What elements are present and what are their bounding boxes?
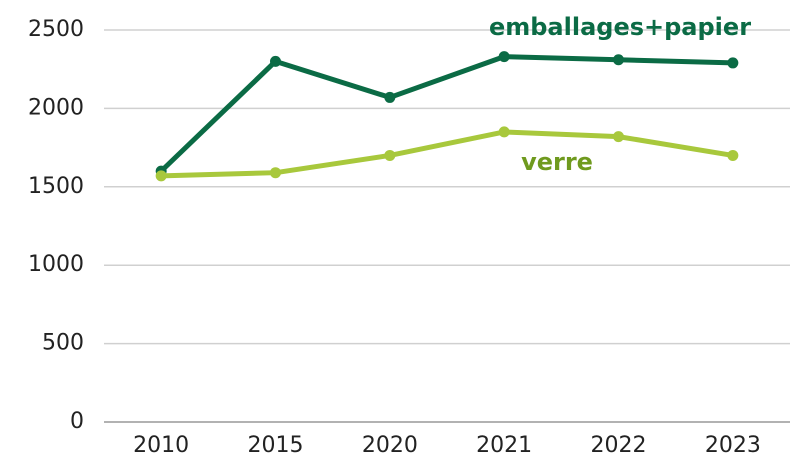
data-point [155,170,167,182]
y-tick-label: 2500 [28,17,84,42]
data-point [613,131,624,143]
series-label: verre [521,148,593,176]
y-tick-label: 1500 [28,174,84,199]
series-line [159,54,733,173]
data-point [613,54,624,66]
data-point [384,91,396,103]
y-tick-label: 500 [42,331,84,356]
x-tick-label: 2021 [476,433,532,458]
data-point [498,51,510,63]
data-point [727,149,739,161]
x-tick-label: 2022 [591,433,647,458]
x-tick-label: 2023 [705,433,761,458]
data-point [727,57,739,69]
series-label: emballages+papier [489,13,751,41]
series-line [161,129,734,179]
y-tick-label: 0 [70,409,84,434]
data-point [384,149,396,161]
x-tick-label: 2010 [133,433,189,458]
x-tick-label: 2015 [248,433,304,458]
data-point [270,167,281,179]
x-tick-label: 2020 [362,433,418,458]
y-tick-label: 2000 [28,95,84,120]
data-point [498,126,510,138]
data-point [270,55,281,67]
y-tick-label: 1000 [28,252,84,277]
